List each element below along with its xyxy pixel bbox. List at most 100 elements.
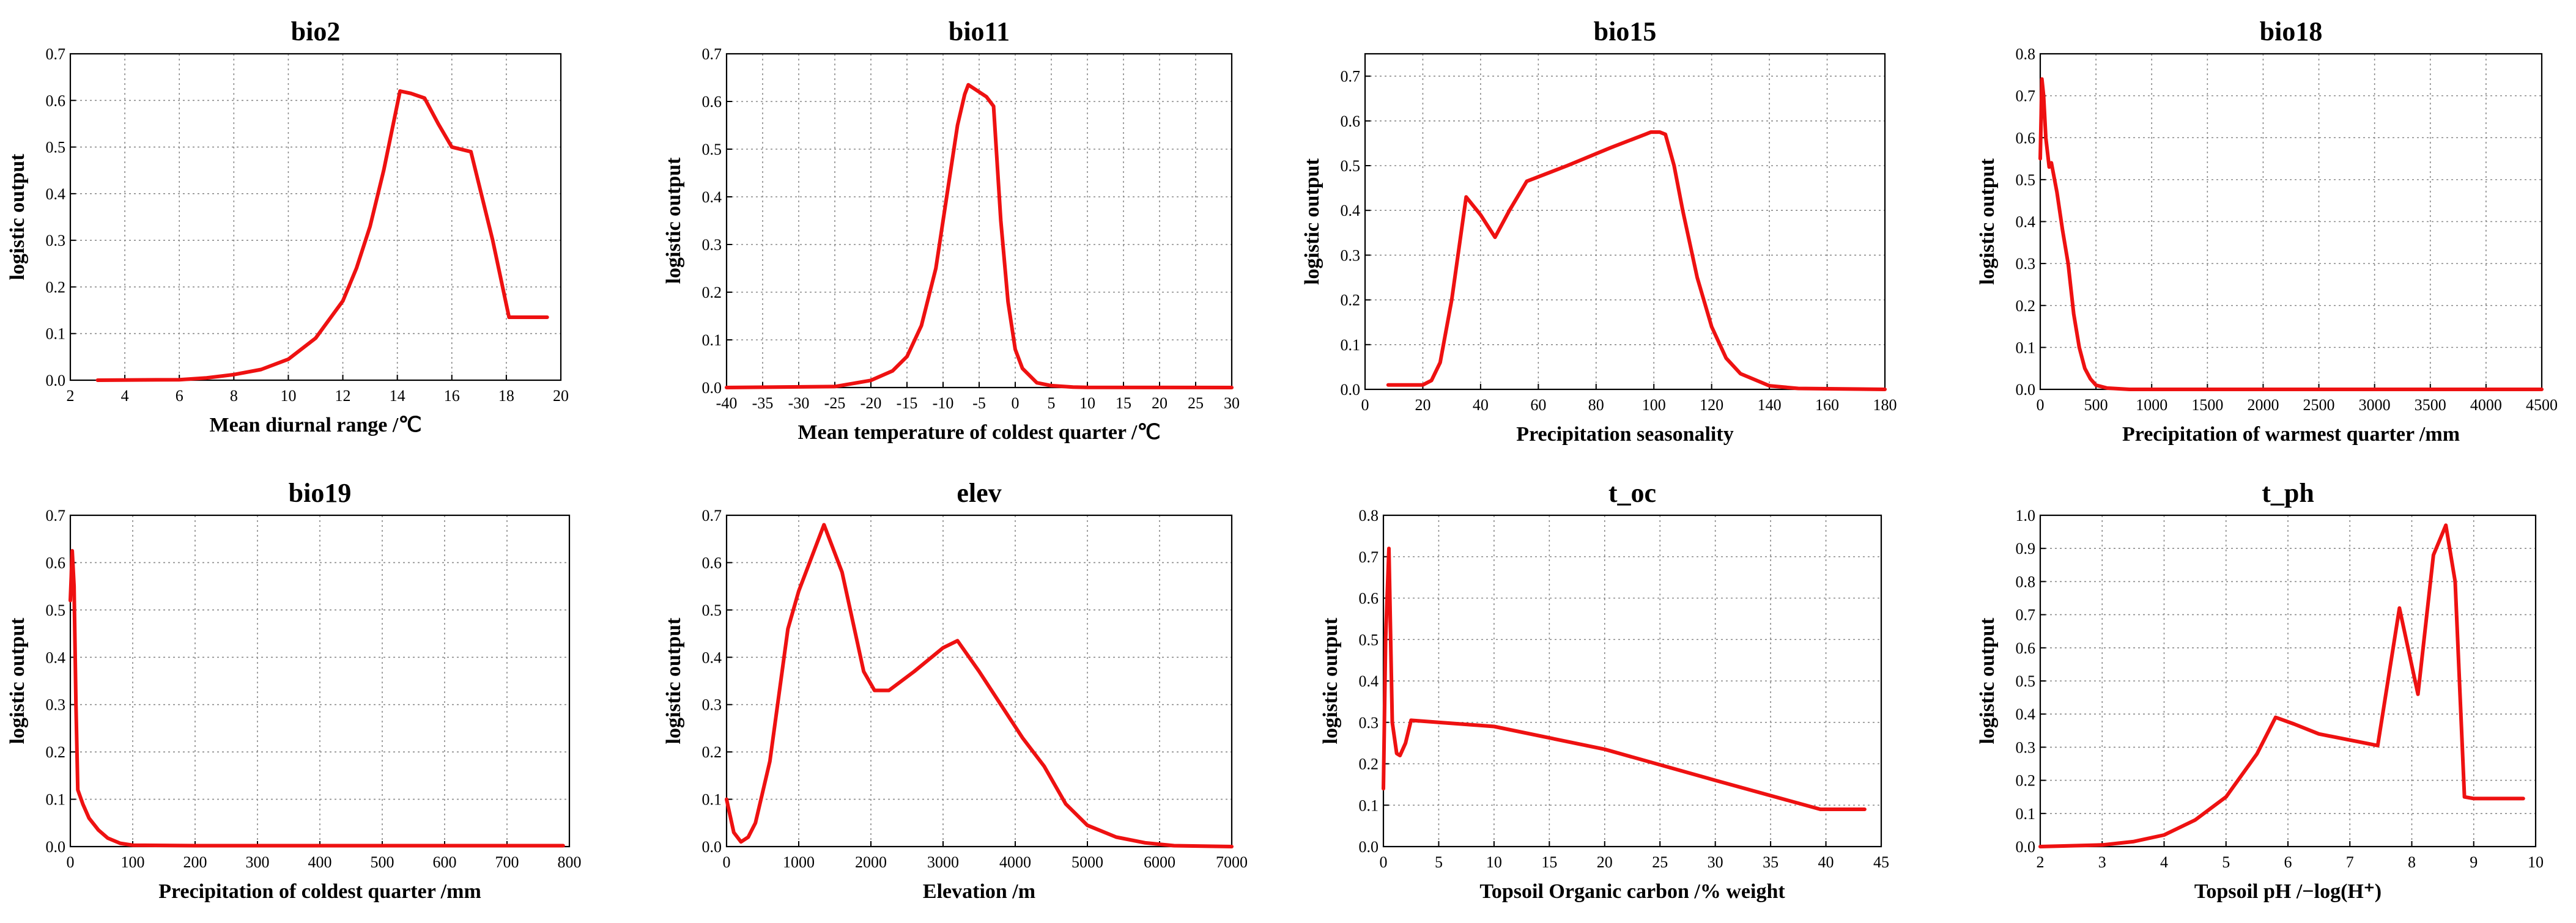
y-tick-label: 0.7 [702, 45, 722, 63]
y-tick-label: 0.5 [1359, 631, 1379, 649]
y-tick-label: 0.4 [46, 185, 66, 203]
x-tick-label: 0 [2037, 396, 2045, 414]
response-curve-t_oc [1382, 546, 1867, 811]
x-tick-label: 0 [1012, 394, 1020, 412]
y-tick-label: 0.7 [702, 507, 722, 524]
y-tick-label: 0.2 [1341, 292, 1361, 309]
plot-frame [69, 53, 562, 381]
y-tick-label: 0.2 [702, 743, 722, 761]
chart-t_oc: 0 5 10 15 20 25 30 35 40 45 0.0 0.1 0.2 0.3 0.4 0.5 0.6 0… [1319, 478, 1889, 903]
x-tick-label: -25 [824, 394, 846, 412]
x-tick-label: 2000 [2247, 396, 2279, 414]
chart-bio18: 0 500 1000 1500 2000 2500 3000 3500 4000 4500 0.0 0… [1976, 17, 2558, 446]
plot-frame [725, 514, 1233, 848]
y-tick-label: 0.0 [2016, 838, 2036, 856]
y-axis-label: logistic output [6, 153, 29, 281]
y-tick-label: 0.3 [46, 232, 66, 249]
x-tick-label: 400 [308, 853, 332, 871]
y-axis-label: logistic output [1301, 158, 1323, 285]
y-tick-label: 0.3 [702, 236, 722, 254]
y-tick-label: 0.1 [46, 325, 66, 343]
y-tick-label: 0.9 [2016, 540, 2036, 557]
x-tick-label: 15 [1116, 394, 1131, 412]
x-tick-label: 3500 [2415, 396, 2446, 414]
y-tick-label: 0.7 [46, 45, 66, 63]
x-tick-label: 0 [723, 853, 731, 871]
y-axis-label: logistic output [1976, 617, 1999, 745]
y-tick-label: 0.7 [46, 507, 66, 524]
x-tick-label: -15 [897, 394, 918, 412]
y-tick-label: 0.5 [702, 601, 722, 619]
y-tick-label: 0.5 [2016, 672, 2036, 690]
y-tick-label: 0.0 [1341, 381, 1361, 399]
x-tick-label: 25 [1188, 394, 1204, 412]
y-tick-label: 0.4 [2016, 705, 2036, 723]
y-tick-label: 0.8 [2016, 45, 2036, 63]
x-tick-label: 25 [1652, 853, 1668, 871]
x-tick-label: 160 [1815, 396, 1839, 414]
x-tick-label: 4000 [999, 853, 1031, 871]
x-tick-label: -40 [716, 394, 738, 412]
response-curve-bio19 [68, 549, 565, 848]
y-axis-label: logistic output [1976, 158, 1999, 285]
x-tick-label: 5 [2222, 853, 2230, 871]
y-tick-label: 0.6 [46, 92, 66, 109]
x-tick-label: 10 [1486, 853, 1502, 871]
x-tick-label: 6 [2284, 853, 2292, 871]
y-tick-label: 0.2 [2016, 772, 2036, 790]
y-axis-label: logistic output [662, 617, 685, 745]
x-tick-label: 1500 [2191, 396, 2223, 414]
chart-bio19: 0 100 200 300 400 500 600 700 800 0.0 0.1 0.2 0.3 0.4… [6, 478, 582, 903]
x-tick-label: 4 [2160, 853, 2168, 871]
x-tick-label: 8 [2408, 853, 2416, 871]
x-tick-label: 10 [280, 387, 296, 405]
y-tick-label: 0.6 [2016, 129, 2036, 147]
x-tick-label: 35 [1763, 853, 1778, 871]
y-tick-label: 0.4 [1359, 672, 1379, 690]
x-tick-label: 300 [246, 853, 270, 871]
y-tick-label: 0.2 [1359, 756, 1379, 773]
x-tick-label: -5 [972, 394, 986, 412]
y-tick-label: 0.3 [2016, 255, 2036, 273]
x-tick-label: 500 [371, 853, 394, 871]
chart-title: bio2 [291, 17, 341, 46]
y-tick-label: 0.4 [46, 649, 66, 666]
y-tick-label: 0.6 [702, 93, 722, 111]
response-curve-bio15 [1386, 130, 1887, 391]
x-tick-label: 60 [1530, 396, 1546, 414]
chart-title: bio11 [949, 17, 1010, 46]
y-tick-label: 0.6 [702, 554, 722, 572]
x-tick-label: 3000 [2359, 396, 2391, 414]
x-tick-label: 100 [1642, 396, 1666, 414]
chart-bio15: 0 20 40 60 80 100 120 140 160 180 0.0 0.1 0.2 0.3 0.4 0… [1301, 17, 1897, 446]
x-tick-label: 0 [67, 853, 75, 871]
x-tick-label: 800 [558, 853, 582, 871]
x-tick-label: 14 [390, 387, 405, 405]
x-tick-label: 0 [1380, 853, 1388, 871]
x-tick-label: 20 [1415, 396, 1430, 414]
x-tick-label: 8 [230, 387, 238, 405]
x-tick-label: 6 [176, 387, 183, 405]
x-tick-label: 120 [1700, 396, 1723, 414]
x-tick-label: -30 [788, 394, 810, 412]
x-tick-label: 20 [553, 387, 569, 405]
response-curve-t_ph [2038, 523, 2525, 848]
y-tick-label: 0.3 [46, 696, 66, 714]
y-tick-label: 0.5 [702, 141, 722, 158]
x-tick-label: 2500 [2303, 396, 2335, 414]
x-tick-label: 1000 [2136, 396, 2167, 414]
y-tick-label: 0.5 [46, 139, 66, 156]
y-tick-label: 0.0 [702, 379, 722, 397]
y-tick-label: 0.1 [2016, 339, 2036, 356]
x-tick-label: 2 [2037, 853, 2045, 871]
y-tick-label: 0.1 [1359, 796, 1379, 814]
plot-frame [725, 53, 1233, 389]
x-tick-label: 18 [498, 387, 514, 405]
y-tick-label: 0.8 [1359, 507, 1379, 524]
y-tick-label: 0.6 [1341, 112, 1361, 130]
y-axis-label: logistic output [1319, 617, 1342, 745]
y-tick-label: 0.5 [1341, 157, 1361, 175]
x-tick-label: 600 [433, 853, 457, 871]
x-tick-label: 4500 [2526, 396, 2558, 414]
